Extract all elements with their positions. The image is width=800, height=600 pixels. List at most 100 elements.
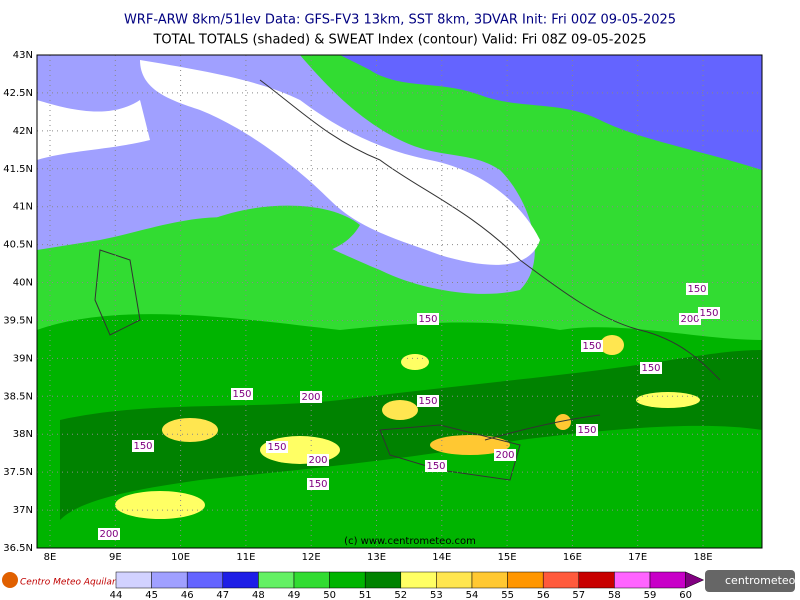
yellow-blob: [115, 491, 205, 519]
colorbar-tick: 59: [644, 590, 657, 600]
contour-label-bg: [581, 340, 603, 352]
contour-label-bg: [231, 388, 253, 400]
contour-label-bg: [307, 478, 329, 490]
lon-label: 16E: [563, 552, 582, 563]
colorbar-tick: 56: [537, 590, 550, 600]
lon-label: 18E: [693, 552, 712, 563]
contour-label: 150: [267, 442, 286, 453]
colorbar-tick: 51: [359, 590, 372, 600]
colorbar-tick: 49: [288, 590, 301, 600]
colorbar-tick: 57: [572, 590, 585, 600]
colorbar-box: [614, 571, 651, 589]
contour-label-bg: [576, 424, 598, 436]
colorbar-box: [649, 571, 686, 589]
lon-label: 14E: [432, 552, 451, 563]
lat-label: 39N: [13, 353, 33, 364]
lon-label: 15E: [498, 552, 517, 563]
contour-label-bg: [686, 283, 708, 295]
contour-label-bg: [494, 449, 516, 461]
colorbar-box: [436, 571, 473, 589]
contour-label-bg: [132, 440, 154, 452]
white-area-west: [37, 100, 150, 160]
lat-label: 43N: [13, 50, 33, 61]
colorbar-tick: 55: [501, 590, 514, 600]
lat-label: 40N: [13, 278, 33, 289]
yellow-blob: [430, 435, 510, 455]
contour-label: 150: [418, 314, 437, 325]
colorbar-tick: 53: [430, 590, 443, 600]
contour-label: 200: [99, 529, 118, 540]
colorbar-tick: 44: [110, 590, 123, 600]
colorbar-tick: 48: [252, 590, 265, 600]
colorbar-tick: 50: [323, 590, 336, 600]
yellow-blob: [600, 335, 624, 355]
yellow-blob: [382, 400, 418, 420]
lon-label: 12E: [302, 552, 321, 563]
colorbar-box: [542, 571, 580, 589]
contour-label: 150: [418, 396, 437, 407]
colorbar-tick: 54: [466, 590, 479, 600]
contour-label-bg: [266, 441, 288, 453]
colorbar-box: [293, 571, 330, 589]
contour-label-bg: [425, 460, 447, 472]
yellow-blob: [401, 354, 429, 370]
colorbar-box: [115, 571, 152, 589]
lat-label: 39.5N: [3, 315, 33, 326]
lat-label: 40.5N: [3, 240, 33, 251]
contour-label: 150: [308, 479, 327, 490]
colorbar-box: [186, 571, 224, 589]
yellow-blob: [555, 414, 571, 430]
contour-label: 150: [699, 308, 718, 319]
contour-label: 150: [582, 341, 601, 352]
colorbar-box: [471, 571, 508, 589]
colorbar-tick: 52: [394, 590, 407, 600]
header-line2: TOTAL TOTALS (shaded) & SWEAT Index (con…: [152, 33, 646, 48]
darkest-green-band: [60, 350, 762, 520]
white-area: [140, 60, 540, 265]
left-logo: Centro Meteo Aquilano: [2, 572, 124, 588]
lat-label: 42.5N: [3, 88, 33, 99]
colorbar-box: [364, 571, 402, 589]
right-logo: centrometeo: [705, 570, 796, 592]
lat-label: 38.5N: [3, 391, 33, 402]
contour-label: 200: [301, 392, 320, 403]
lat-label: 38N: [13, 429, 33, 440]
contour-label-bg: [98, 528, 120, 540]
contour-label-bg: [417, 313, 439, 325]
contour-label: 150: [133, 441, 152, 452]
contour-label: 150: [577, 425, 596, 436]
lon-label: 10E: [171, 552, 190, 563]
contour-label-bg: [698, 307, 720, 319]
islands: [94, 249, 521, 481]
logo-text: centrometeo: [725, 574, 796, 587]
colorbar-box: [507, 571, 544, 589]
lon-label: 9E: [109, 552, 122, 563]
contour-label: 200: [680, 314, 699, 325]
lat-label: 37N: [13, 505, 33, 516]
colorbar-box: [578, 571, 615, 589]
colorbar-tick: 58: [608, 590, 621, 600]
map-frame: [36, 54, 763, 549]
colorbar-box: [329, 571, 366, 589]
contour-label: 150: [426, 461, 445, 472]
contour-label-bg: [300, 391, 322, 403]
lat-label: 37.5N: [3, 467, 33, 478]
lon-label: 11E: [236, 552, 255, 563]
lat-label: 42N: [13, 126, 33, 137]
contour-label-bg: [417, 395, 439, 407]
lon-label: 8E: [44, 552, 57, 563]
map-area: [37, 55, 762, 548]
colorbar-box: [222, 571, 259, 589]
contour-label: 200: [308, 455, 327, 466]
lon-label: 13E: [367, 552, 386, 563]
contour-label-bg: [679, 313, 701, 325]
green-blob: [207, 205, 360, 258]
logo-text: Centro Meteo Aquilano: [20, 578, 124, 588]
yellow-blob: [636, 392, 700, 408]
yellow-blob: [162, 418, 218, 442]
colorbar-tick: 46: [181, 590, 194, 600]
blue-band: [37, 55, 762, 170]
contour-label: 150: [687, 284, 706, 295]
lat-label: 41N: [13, 202, 33, 213]
